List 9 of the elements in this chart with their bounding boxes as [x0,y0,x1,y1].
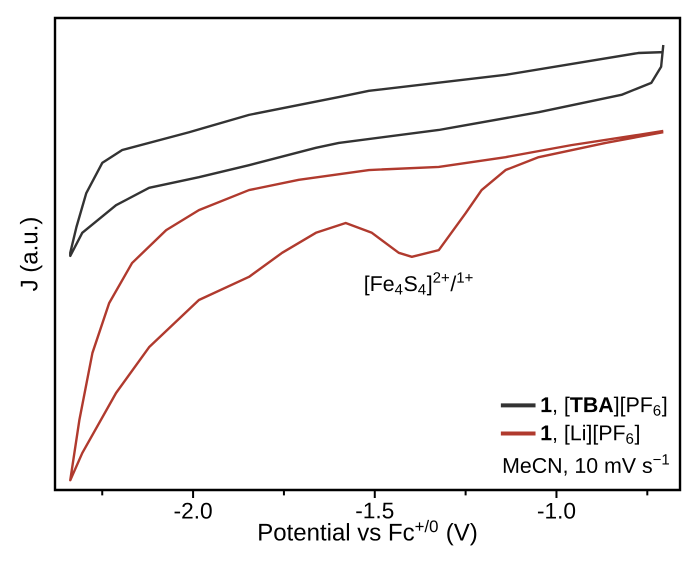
legend-label: 1, [TBA][PF$_{6}$] [542,396,666,417]
x-axis-title: Potential vs Fc$^{+/0}$ (V) [259,520,476,546]
legend-label: 1, [Li][PF$_{6}$] [542,424,639,445]
x-tick-label: -2.0 [174,502,212,519]
annotation: MeCN, 10 mV s$^{−1}$ [504,454,669,476]
x-tick-label: -1.5 [356,502,394,519]
annotation: [Fe$_{4}$S$_{4}$]$^{2+}$/$^{1+}$ [365,272,473,296]
y-axis-title: J (a.u.) [20,218,42,291]
x-tick-label: -1.0 [538,502,576,519]
